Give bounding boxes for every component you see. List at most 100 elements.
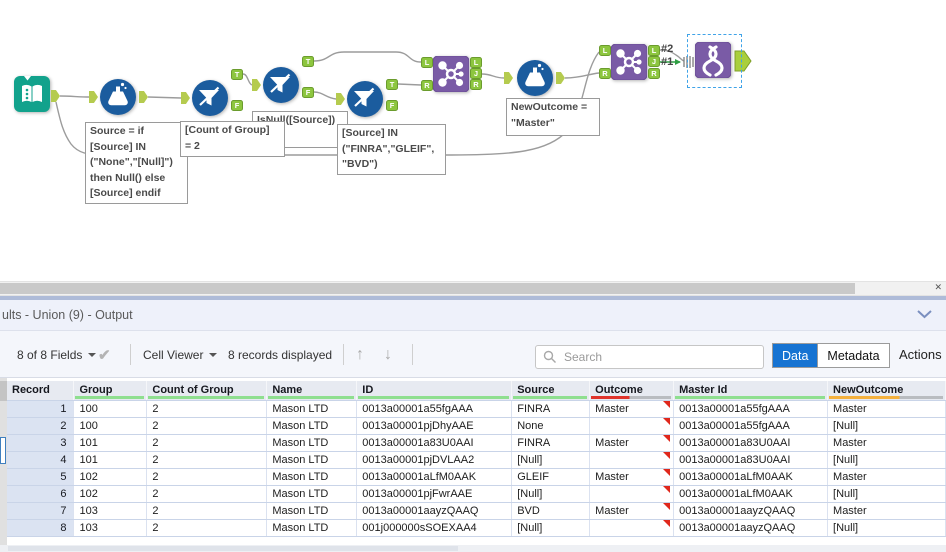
cell-group[interactable]: 100 (73, 400, 148, 418)
cell-group[interactable]: 102 (73, 468, 148, 486)
cell-record[interactable]: 3 (7, 434, 75, 452)
cell-id[interactable]: 0013a00001pjFwrAAE (356, 485, 513, 503)
left-output-anchor[interactable]: L (648, 45, 660, 56)
cell-id[interactable]: 0013a00001a55fgAAA (356, 400, 513, 418)
cell-newoutcome[interactable]: [Null] (827, 519, 946, 537)
col-header-group[interactable]: Group (73, 381, 148, 401)
cell-newoutcome[interactable]: Master (827, 400, 946, 418)
cell-name[interactable]: Mason LTD (266, 451, 358, 469)
tool-join-2[interactable] (610, 43, 648, 85)
false-anchor[interactable]: F (386, 100, 398, 111)
cell-record[interactable]: 5 (7, 468, 75, 486)
cell-count[interactable]: 2 (146, 417, 268, 435)
cell-count[interactable]: 2 (146, 468, 268, 486)
scrollbar-thumb[interactable] (0, 283, 855, 294)
cell-newoutcome[interactable]: [Null] (827, 451, 946, 469)
cell-id[interactable]: 0013a00001aLfM0AAK (356, 468, 513, 486)
scrollbar-thumb[interactable] (8, 546, 458, 551)
metadata-tab-button[interactable]: Metadata (817, 344, 889, 367)
cell-masterid[interactable]: 0013a00001a83U0AAI (673, 434, 829, 452)
tool-union[interactable] (694, 41, 732, 83)
cell-source[interactable]: BVD (511, 502, 591, 520)
cell-newoutcome[interactable]: [Null] (827, 485, 946, 503)
cell-name[interactable]: Mason LTD (266, 434, 358, 452)
col-header-masterid[interactable]: Master Id (673, 381, 829, 401)
cell-outcome[interactable]: Master (589, 400, 675, 418)
cell-outcome[interactable] (589, 417, 675, 435)
cell-record[interactable]: 6 (7, 485, 75, 503)
cell-id[interactable]: 001j000000sSOEXAA4 (356, 519, 513, 537)
tool-join-1[interactable] (432, 55, 470, 97)
cell-masterid[interactable]: 0013a00001aayzQAAQ (673, 519, 829, 537)
cell-source[interactable]: GLEIF (511, 468, 591, 486)
cell-group[interactable]: 103 (73, 502, 148, 520)
input-anchor[interactable] (336, 93, 345, 105)
tool-formula-2[interactable] (516, 59, 554, 102)
cell-name[interactable]: Mason LTD (266, 417, 358, 435)
cell-source[interactable]: FINRA (511, 400, 591, 418)
wire-filter2T-join1L[interactable] (313, 51, 422, 63)
right-input-anchor[interactable]: R (421, 80, 433, 91)
output-anchor[interactable] (139, 91, 148, 103)
cell-newoutcome[interactable]: [Null] (827, 417, 946, 435)
wire-filter1T-filter2[interactable] (242, 73, 253, 86)
cell-record[interactable]: 8 (7, 519, 75, 537)
false-anchor[interactable]: F (302, 87, 314, 98)
col-header-record[interactable]: Record (7, 381, 75, 401)
cell-group[interactable]: 100 (73, 417, 148, 435)
right-output-anchor[interactable]: R (470, 79, 482, 90)
join-output-anchor[interactable]: J (648, 56, 660, 67)
cell-source[interactable]: [Null] (511, 519, 591, 537)
data-tab-button[interactable]: Data (773, 344, 818, 367)
tool-formula-1[interactable] (99, 78, 137, 121)
true-anchor[interactable]: T (231, 69, 243, 80)
join-output-anchor[interactable]: J (470, 68, 482, 79)
cell-source[interactable]: FINRA (511, 434, 591, 452)
cell-masterid[interactable]: 0013a00001aLfM0AAK (673, 485, 829, 503)
cell-name[interactable]: Mason LTD (266, 519, 358, 537)
results-pane-header[interactable]: ults - Union (9) - Output (0, 300, 946, 331)
cell-id[interactable]: 0013a00001pjDVLAA2 (356, 451, 513, 469)
cell-count[interactable]: 2 (146, 519, 268, 537)
tool-filter-2[interactable] (262, 66, 300, 109)
input-anchor[interactable] (504, 72, 513, 84)
grid-horizontal-scrollbar[interactable] (0, 545, 946, 552)
col-header-outcome[interactable]: Outcome (589, 381, 675, 401)
wire-input-formula1[interactable] (59, 95, 90, 98)
search-box[interactable] (535, 345, 764, 369)
col-header-count[interactable]: Count of Group (146, 381, 268, 401)
cell-masterid[interactable]: 0013a00001a55fgAAA (673, 417, 829, 435)
annotation-formula1[interactable]: Source = if [Source] IN ("None","[Null]"… (85, 122, 188, 204)
scrollbar-end-icon[interactable]: ✕ (934, 282, 942, 292)
tool-filter-1[interactable] (191, 79, 229, 122)
cell-masterid[interactable]: 0013a00001aayzQAAQ (673, 502, 829, 520)
apply-check-icon[interactable]: ✔ (98, 346, 111, 364)
cell-name[interactable]: Mason LTD (266, 485, 358, 503)
left-input-anchor[interactable]: L (421, 57, 433, 68)
wire-filter2F-filter3[interactable] (313, 91, 337, 100)
cell-record[interactable]: 4 (7, 451, 75, 469)
scrollbar-thumb[interactable] (0, 437, 6, 464)
wire-formula1-filter1[interactable] (147, 96, 182, 99)
annotation-newoutcome[interactable]: NewOutcome = "Master" (506, 98, 600, 136)
wire-join1J-formula2[interactable] (481, 73, 505, 79)
annotation-source-in[interactable]: [Source] IN ("FINRA","GLEIF", "BVD") (337, 124, 446, 175)
output-anchor[interactable] (556, 72, 565, 84)
false-anchor[interactable]: F (231, 100, 243, 111)
wire-join2L-union[interactable] (659, 49, 685, 62)
cell-viewer-dropdown[interactable]: Cell Viewer (143, 331, 218, 378)
cell-count[interactable]: 2 (146, 451, 268, 469)
left-input-anchor[interactable]: L (599, 45, 611, 56)
cell-id[interactable]: 0013a00001aayzQAAQ (356, 502, 513, 520)
cell-name[interactable]: Mason LTD (266, 502, 358, 520)
left-output-anchor[interactable]: L (470, 57, 482, 68)
tool-filter-3[interactable] (346, 80, 384, 123)
cell-newoutcome[interactable]: Master (827, 502, 946, 520)
wire-filter3T-join1R[interactable] (397, 83, 422, 86)
input-anchor[interactable] (252, 79, 261, 91)
cell-newoutcome[interactable]: Master (827, 468, 946, 486)
fields-dropdown[interactable]: 8 of 8 Fields (17, 331, 97, 378)
cell-outcome[interactable]: Master (589, 434, 675, 452)
col-header-id[interactable]: ID (356, 381, 513, 401)
annotation-count[interactable]: [Count of Group] = 2 (180, 121, 285, 157)
